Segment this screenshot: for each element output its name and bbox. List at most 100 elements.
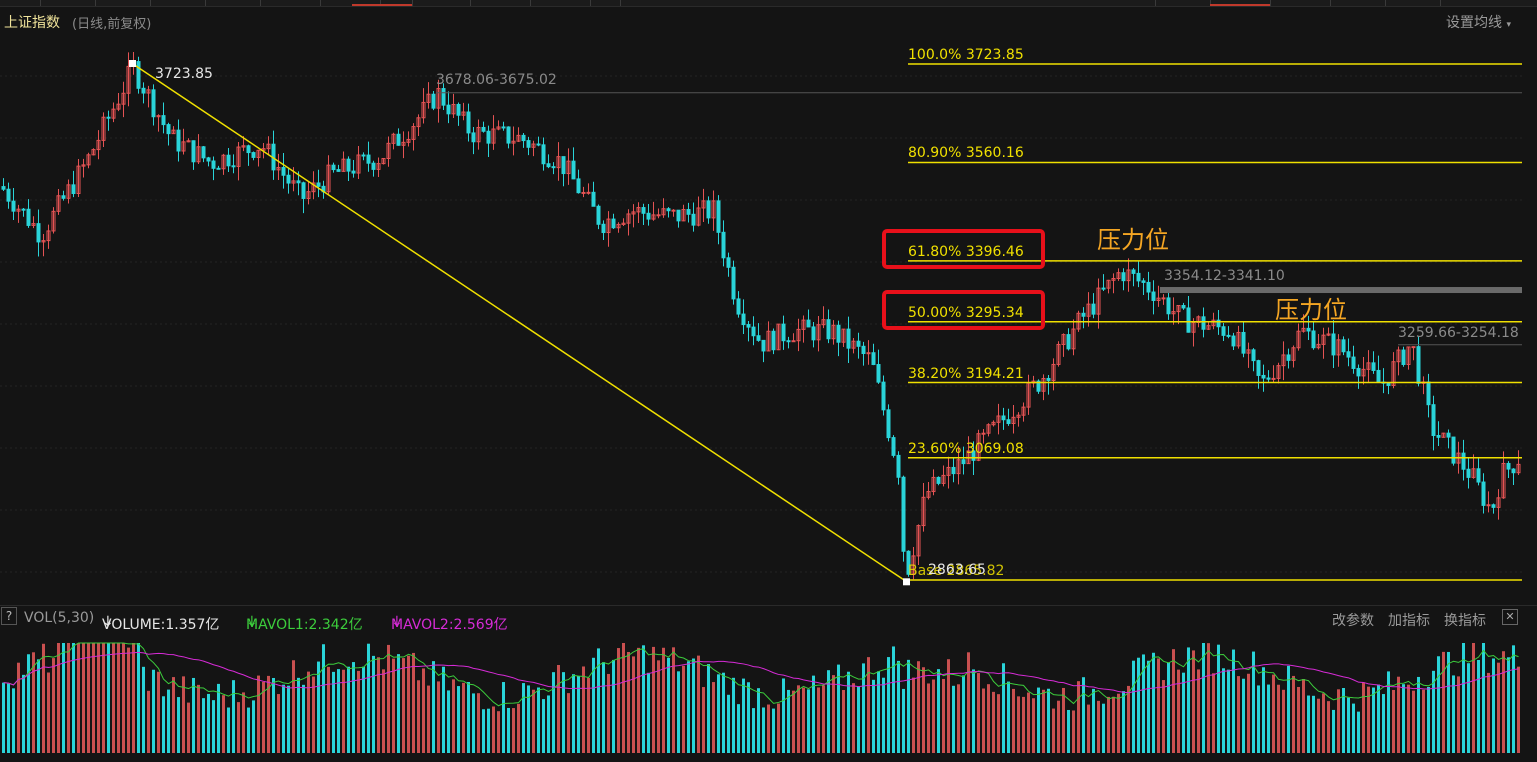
volume-bar [167, 689, 170, 753]
volume-bar [82, 643, 85, 753]
price-chart[interactable] [0, 34, 1524, 602]
volume-bar [347, 666, 350, 753]
candle-body [596, 205, 601, 225]
fib-level-label: 100.0% 3723.85 [908, 47, 1024, 63]
candle-body [461, 111, 466, 116]
volume-bar [507, 707, 510, 753]
volume-bar [887, 657, 890, 753]
volume-bar [797, 685, 800, 753]
volume-bar [1132, 660, 1135, 753]
volume-bar [397, 654, 400, 753]
candle-body [1276, 365, 1281, 379]
candle-body [1411, 346, 1416, 349]
candle-body [101, 116, 106, 141]
volume-bar [647, 672, 650, 753]
candle-body [751, 326, 756, 337]
volume-bar [1147, 660, 1150, 753]
volume-bar [1212, 673, 1215, 753]
volume-bar [1057, 700, 1060, 753]
chevron-down-icon: ▾ [1506, 20, 1511, 30]
volume-bar [1287, 665, 1290, 753]
volume-bar [1222, 668, 1225, 753]
volume-bar [822, 685, 825, 753]
candle-body [136, 61, 141, 89]
add-indicator-button[interactable]: 加指标 [1388, 613, 1430, 629]
volume-bar [597, 648, 600, 753]
volume-bar [162, 696, 165, 753]
volume-bar [492, 706, 495, 753]
candle-body [1021, 406, 1026, 416]
range-band [1160, 287, 1522, 294]
volume-bar [362, 666, 365, 753]
candle-body [296, 180, 301, 184]
candle-body [1336, 339, 1341, 356]
volume-bar [422, 668, 425, 753]
candle-body [186, 140, 191, 143]
help-icon[interactable]: ? [1, 607, 17, 625]
candle-body [196, 146, 201, 163]
range-label: 3354.12-3341.10 [1164, 268, 1285, 284]
volume-bar [617, 648, 620, 753]
volume-bar [602, 662, 605, 753]
volume-bar [297, 677, 300, 753]
candle-body [246, 145, 251, 154]
candle-body [1366, 362, 1371, 370]
volume-bar [952, 685, 955, 753]
volume-bar [1107, 696, 1110, 753]
volume-bar [1067, 709, 1070, 753]
volume-bar [547, 695, 550, 753]
candle-body [756, 335, 761, 341]
volume-bar [147, 690, 150, 753]
candle-body [471, 132, 476, 143]
volume-bar [1207, 643, 1210, 753]
trend-handle-end [903, 578, 910, 586]
volume-bar [977, 673, 980, 753]
candle-body [831, 324, 836, 340]
volume-bar [1172, 649, 1175, 753]
volume-bar [1427, 686, 1430, 753]
volume-bar [1247, 673, 1250, 753]
candle-body [156, 115, 161, 118]
volume-bar [697, 655, 700, 753]
tab-divider [380, 0, 381, 6]
close-icon[interactable]: ✕ [1502, 609, 1518, 625]
volume-bar [372, 655, 375, 753]
candle-body [141, 87, 146, 94]
candle-body [786, 340, 791, 343]
vol-indicator-name[interactable]: VOL(5,30) [24, 610, 95, 626]
candle-body [451, 103, 456, 115]
volume-bar [1197, 669, 1200, 753]
fib-level-label: 50.00% 3295.34 [908, 304, 1024, 321]
volume-bar [847, 671, 850, 753]
volume-bar [567, 693, 570, 753]
candle-body [871, 352, 876, 366]
tab-divider [1440, 0, 1441, 6]
candle-body [556, 156, 561, 169]
edit-params-button[interactable]: 改参数 [1332, 613, 1374, 629]
candle-body [1496, 497, 1501, 508]
volume-bar [862, 663, 865, 753]
volume-bar [1477, 659, 1480, 753]
candle-body [221, 154, 226, 170]
volume-bar [477, 693, 480, 753]
switch-indicator-button[interactable]: 换指标 [1444, 613, 1486, 629]
volume-bar [712, 682, 715, 753]
candle-body [341, 158, 346, 172]
volume-bar [907, 659, 910, 753]
ma-settings-label[interactable]: 设置均线 [1446, 15, 1503, 31]
volume-bar [627, 651, 630, 753]
mavol2-text: MAVOL2:2.569亿 [391, 617, 508, 633]
candle-body [1186, 307, 1191, 333]
candle-body [1491, 504, 1496, 508]
candle-body [1051, 363, 1056, 381]
volume-bar [1452, 675, 1455, 753]
candle-body [701, 200, 706, 209]
candle-body [476, 126, 481, 143]
candle-body [151, 89, 156, 118]
volume-bar [487, 708, 490, 753]
ma-settings-dropdown[interactable]: 设置均线 ▾ [1446, 12, 1511, 32]
volume-bar [1357, 711, 1360, 753]
candle-body [1321, 334, 1326, 345]
volume-bar [592, 657, 595, 753]
candle-body [76, 165, 81, 194]
